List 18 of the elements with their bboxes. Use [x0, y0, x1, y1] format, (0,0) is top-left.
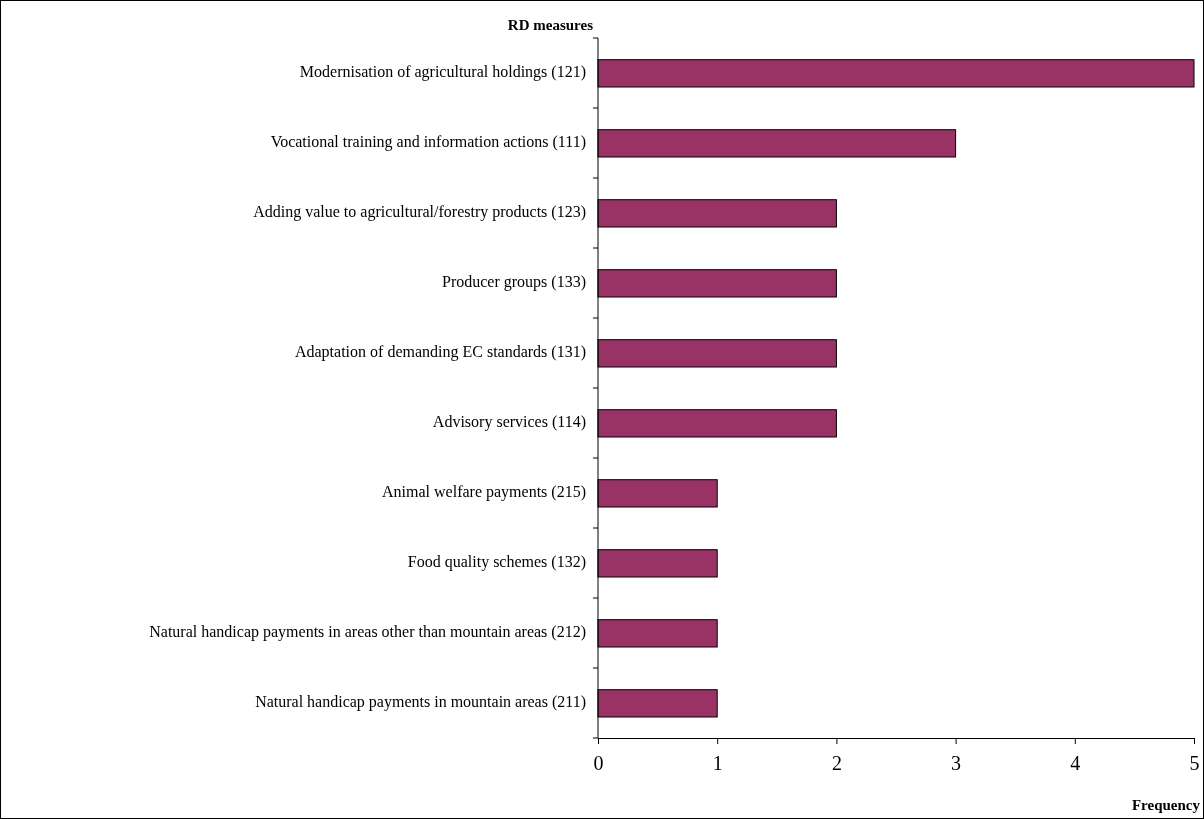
- y-tick-label: Animal welfare payments (215): [382, 482, 586, 501]
- y-tick-label: Advisory services (114): [432, 412, 586, 431]
- y-tick-label: Food quality schemes (132): [407, 552, 586, 571]
- y-tick-label: Producer groups (133): [442, 272, 586, 291]
- x-tick-label: 1: [712, 752, 723, 775]
- x-tick-label: 4: [1070, 752, 1081, 775]
- y-tick-label: Adaptation of demanding EC standards (131): [294, 342, 586, 361]
- x-tick-label: 2: [831, 752, 842, 775]
- x-tick-label: 5: [1189, 752, 1200, 775]
- x-axis-title: Frequency: [1131, 797, 1201, 813]
- x-tick-label: 3: [951, 752, 962, 775]
- x-tick-label: 0: [593, 752, 604, 775]
- y-tick-label: Vocational training and information actions (111): [270, 132, 586, 151]
- y-tick-label: Natural handicap payments in mountain areas (211): [255, 692, 586, 711]
- y-tick-label: Adding value to agricultural/forestry products (123): [253, 202, 586, 221]
- y-tick-label: Modernisation of agricultural holdings (121): [299, 62, 586, 81]
- y-tick-label: Natural handicap payments in areas other than mountain areas (212): [149, 622, 586, 641]
- y-axis-title: RD measures: [507, 17, 594, 33]
